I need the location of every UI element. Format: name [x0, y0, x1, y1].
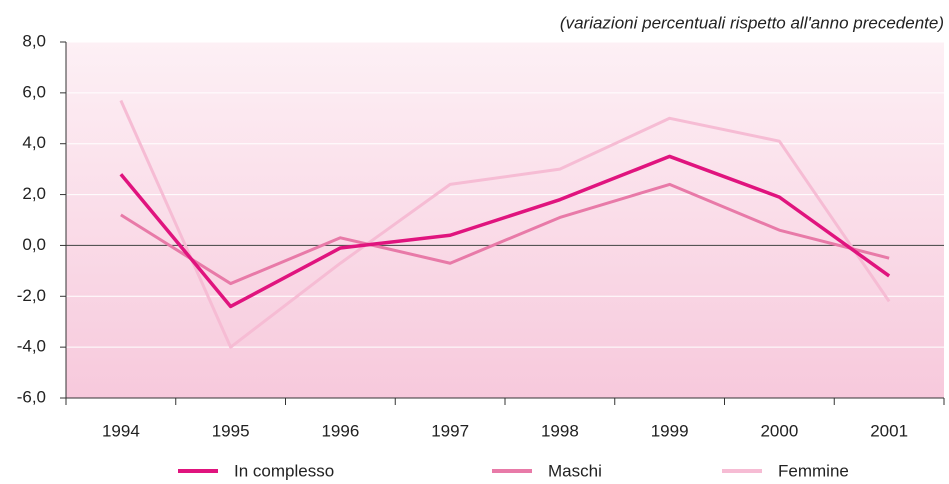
x-tick-label: 2000	[760, 421, 798, 440]
x-tick-label: 1999	[651, 421, 689, 440]
y-tick-label: 2,0	[22, 184, 46, 203]
chart-subtitle: (variazioni percentuali rispetto all'ann…	[560, 13, 944, 32]
data-line	[119, 154, 891, 309]
legend-label: Maschi	[548, 461, 602, 480]
data-line	[119, 99, 891, 349]
plot-area	[66, 42, 944, 398]
y-tick-label: -4,0	[17, 337, 46, 356]
y-tick-label: 8,0	[22, 31, 46, 50]
y-tick-label: 0,0	[22, 235, 46, 254]
legend-label: In complesso	[234, 461, 334, 480]
x-tick-label: 1995	[212, 421, 250, 440]
data-line	[120, 182, 890, 286]
y-tick-label: -6,0	[17, 387, 46, 406]
y-tick-label: 4,0	[22, 133, 46, 152]
x-tick-label: 2001	[870, 421, 908, 440]
y-tick-label: 6,0	[22, 82, 46, 101]
legend-label: Femmine	[778, 461, 849, 480]
y-tick-label: -2,0	[17, 286, 46, 305]
x-tick-label: 1994	[102, 421, 140, 440]
x-tick-label: 1997	[431, 421, 469, 440]
x-tick-label: 1996	[321, 421, 359, 440]
x-tick-label: 1998	[541, 421, 579, 440]
